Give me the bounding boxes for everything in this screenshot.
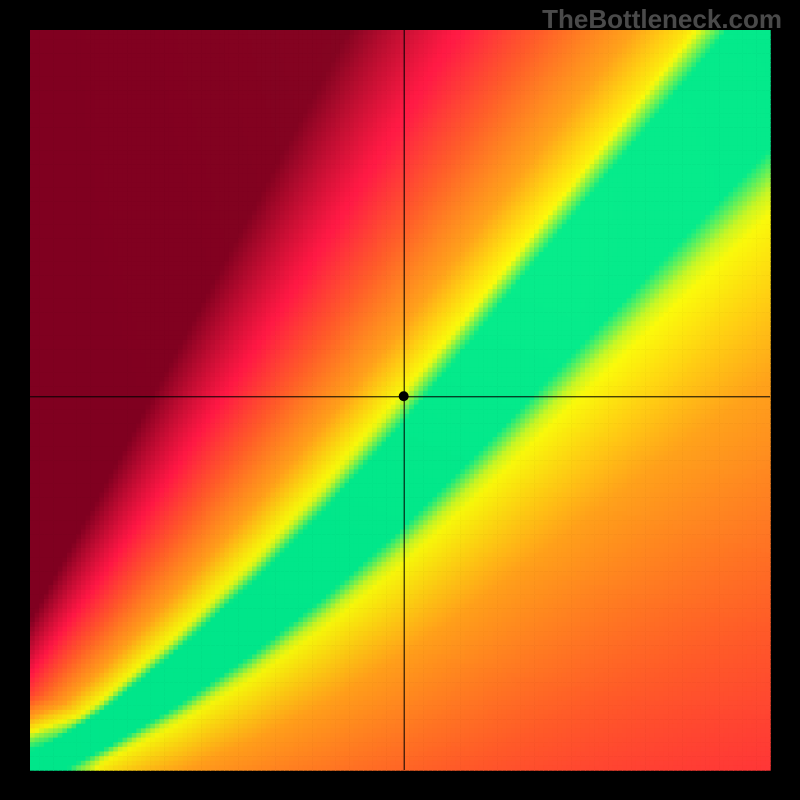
bottleneck-heatmap <box>0 0 800 800</box>
watermark-text: TheBottleneck.com <box>542 4 782 35</box>
